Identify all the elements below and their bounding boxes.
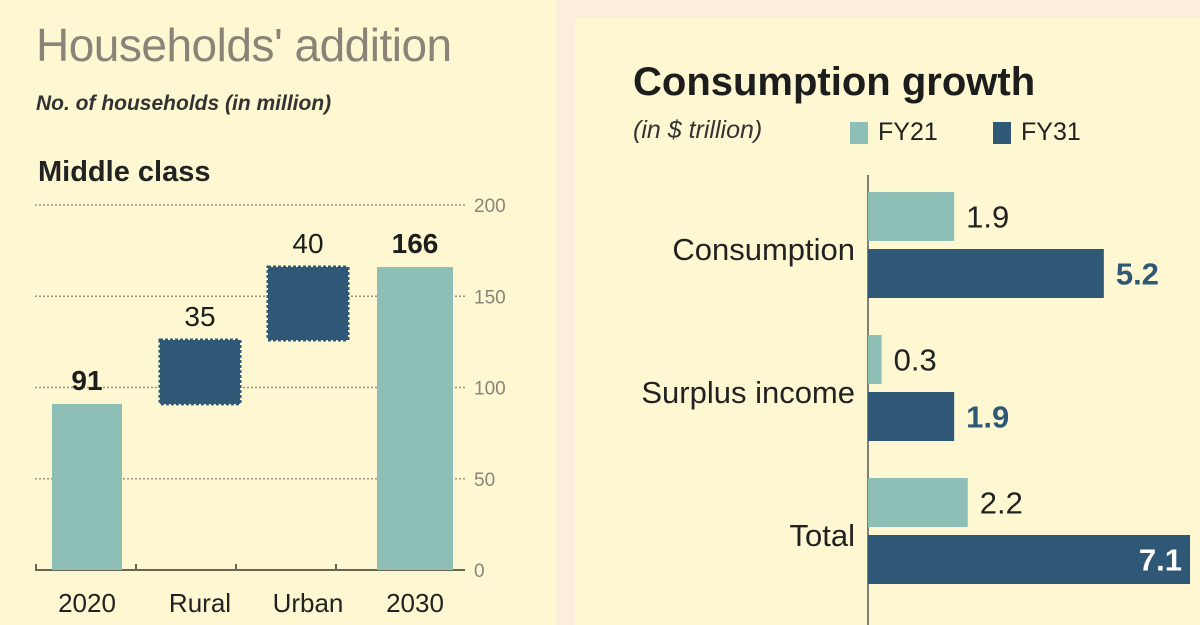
bar-fy31	[868, 535, 1190, 584]
bar-fy31	[868, 392, 955, 441]
x-tick-label: Rural	[169, 588, 231, 618]
data-label: 0.3	[894, 343, 937, 378]
y-tick-label: 50	[474, 470, 495, 491]
category-label: Surplus income	[641, 375, 855, 410]
consumption-panel: Consumption growth (in $ trillion) FY21 …	[575, 18, 1200, 625]
chart-subtitle: No. of households (in million)	[36, 92, 332, 115]
data-label: 1.9	[966, 400, 1009, 435]
data-label: 5.2	[1116, 257, 1159, 292]
data-label: 35	[184, 301, 215, 332]
chart-title: Consumption growth	[633, 60, 1036, 104]
legend-fy31: FY31	[993, 118, 1081, 147]
legend-fy21: FY21	[850, 118, 938, 147]
y-tick-label: 150	[474, 287, 506, 308]
y-tick-label: 0	[474, 561, 485, 582]
bar-fy21	[868, 192, 955, 241]
bar-fy31	[868, 249, 1104, 298]
x-tick-label: 2030	[386, 588, 444, 618]
legend-label: FY21	[878, 118, 938, 146]
chart-subtitle: (in $ trillion)	[633, 116, 763, 144]
y-tick-label: 200	[474, 196, 506, 217]
legend-swatch	[993, 121, 1011, 144]
waterfall-chart: 0 50 100 150 200 91 2020 35 Rural 40 Urban 166 2030	[35, 196, 506, 618]
category-label: Consumption	[672, 232, 855, 267]
section-title: Middle class	[38, 156, 211, 188]
x-tick-label: Urban	[273, 588, 344, 618]
bar-fy21	[868, 478, 968, 527]
data-label: 91	[71, 365, 102, 396]
bar-2030	[377, 267, 453, 570]
hbar-chart: Consumption 1.9 5.2 Surplus income 0.3 1.9 Tot…	[641, 175, 1190, 625]
increment-bar-urban	[266, 265, 350, 342]
bar-2020	[52, 403, 122, 570]
data-label: 166	[392, 228, 439, 259]
data-label: 1.9	[966, 200, 1009, 235]
increment-bar-rural	[158, 338, 242, 406]
category-label: Total	[790, 518, 855, 553]
data-label: 40	[292, 228, 323, 259]
data-label: 2.2	[980, 486, 1023, 521]
legend-swatch	[850, 121, 868, 144]
bar-fy21	[868, 335, 882, 384]
legend-label: FY31	[1021, 118, 1081, 146]
chart-title: Households' addition	[36, 19, 452, 71]
x-tick-label: 2020	[58, 588, 116, 618]
data-label: 7.1	[1139, 543, 1182, 578]
households-panel: Households' addition No. of households (…	[0, 0, 556, 625]
y-tick-label: 100	[474, 379, 506, 400]
